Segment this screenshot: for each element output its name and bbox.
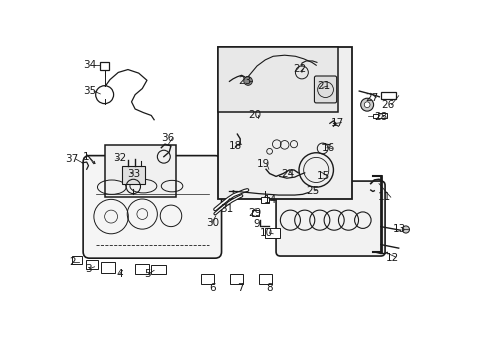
Bar	[122, 166, 145, 184]
Bar	[380, 92, 395, 99]
Text: 27: 27	[365, 93, 378, 103]
FancyBboxPatch shape	[201, 274, 214, 284]
Bar	[260, 197, 268, 203]
Text: 14: 14	[263, 195, 276, 205]
FancyBboxPatch shape	[314, 76, 336, 103]
Text: 8: 8	[266, 283, 272, 293]
Text: 12: 12	[385, 253, 398, 263]
Circle shape	[364, 102, 369, 108]
Bar	[72, 256, 82, 264]
Text: 37: 37	[65, 154, 79, 164]
Text: 24: 24	[281, 168, 294, 179]
Circle shape	[402, 226, 408, 233]
Bar	[217, 47, 351, 199]
Text: 13: 13	[392, 225, 405, 234]
FancyBboxPatch shape	[83, 156, 221, 258]
Text: 6: 6	[208, 283, 215, 293]
Circle shape	[360, 98, 373, 111]
FancyBboxPatch shape	[258, 274, 271, 284]
Circle shape	[244, 77, 252, 85]
Text: 18: 18	[228, 140, 241, 150]
Text: 20: 20	[248, 111, 261, 121]
FancyBboxPatch shape	[276, 181, 384, 256]
Text: 29: 29	[247, 208, 261, 218]
Text: 3: 3	[85, 264, 92, 274]
Text: 30: 30	[205, 218, 218, 228]
Bar	[100, 62, 109, 69]
Text: 9: 9	[252, 219, 259, 229]
FancyBboxPatch shape	[230, 274, 243, 284]
Text: 2: 2	[69, 257, 76, 267]
Text: 10: 10	[259, 228, 272, 238]
Bar	[372, 114, 377, 118]
Text: 17: 17	[330, 118, 344, 128]
Text: 1: 1	[83, 152, 89, 162]
Text: 7: 7	[237, 283, 244, 293]
Bar	[251, 210, 258, 216]
Text: 28: 28	[373, 112, 386, 122]
Text: 36: 36	[161, 133, 174, 143]
Text: 33: 33	[127, 168, 141, 179]
Text: 26: 26	[380, 100, 394, 110]
Text: 4: 4	[116, 269, 122, 279]
Text: 23: 23	[238, 76, 251, 86]
Text: 16: 16	[321, 143, 335, 153]
Text: 22: 22	[292, 64, 305, 74]
Text: 35: 35	[83, 86, 97, 96]
Text: 34: 34	[83, 60, 97, 70]
Text: 31: 31	[220, 204, 233, 214]
Bar	[101, 262, 115, 273]
Text: 32: 32	[113, 153, 126, 163]
Bar	[217, 47, 337, 112]
Text: 15: 15	[316, 171, 329, 181]
Bar	[265, 228, 279, 238]
Text: 25: 25	[306, 186, 319, 196]
Text: 19: 19	[256, 159, 269, 169]
Text: 21: 21	[317, 81, 330, 91]
Bar	[104, 145, 175, 197]
Bar	[135, 264, 149, 274]
Text: 11: 11	[378, 192, 391, 202]
Text: 5: 5	[144, 269, 151, 279]
Bar	[377, 113, 386, 118]
FancyBboxPatch shape	[151, 265, 166, 274]
Bar	[86, 260, 98, 269]
